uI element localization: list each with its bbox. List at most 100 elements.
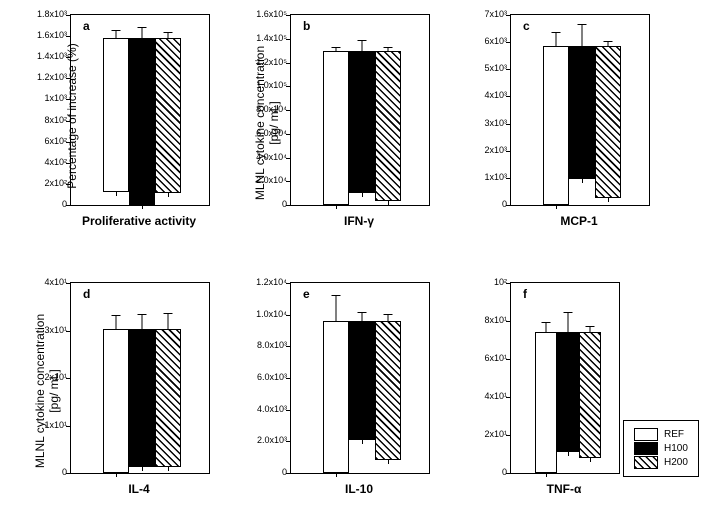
ytick-label: 1.2x10³ — [21, 72, 67, 82]
x-axis-title: IL-10 — [290, 482, 428, 496]
ytick-label: 6x10³ — [461, 36, 507, 46]
legend-label: REF — [664, 429, 684, 440]
panel-label: c — [523, 19, 530, 33]
y-axis-title: Percentage of increase (%) — [65, 16, 79, 216]
chart-area: 02x10²4x10²6x10²8x10²1x10³1.2x10³1.4x10³… — [70, 14, 210, 206]
bar-h200 — [375, 321, 401, 461]
xtick-mark — [388, 201, 389, 205]
ytick-label: 1.8x10³ — [21, 9, 67, 19]
xtick-mark — [568, 452, 569, 456]
error-bar — [388, 314, 389, 322]
legend-label: H100 — [664, 443, 688, 454]
legend-row: H200 — [634, 456, 688, 469]
legend: REF H100 H200 — [623, 420, 699, 477]
bar-group — [323, 51, 401, 205]
ytick-label: 0 — [241, 467, 287, 477]
ytick-label: 1.4x10³ — [21, 51, 67, 61]
xtick-mark — [142, 467, 143, 471]
panel-c: 01x10³2x10³3x10³4x10³5x10³6x10³7x10³cMCP… — [510, 14, 648, 204]
bar-group — [543, 46, 621, 205]
bar-h100 — [349, 51, 375, 193]
xtick-mark — [590, 458, 591, 462]
error-bar — [556, 32, 557, 47]
ytick-label: 6x10¹ — [461, 353, 507, 363]
chart-area: 02x10¹4x10¹6x10¹8x10¹10²f — [510, 282, 620, 474]
x-axis-title: IL-4 — [70, 482, 208, 496]
y-axis-title: MLNL cytokine concentration[pg/ mL] — [253, 23, 281, 223]
ytick-label: 1.2x10⁴ — [241, 277, 287, 287]
error-bar — [142, 314, 143, 330]
error-bar — [590, 326, 591, 334]
ytick-label: 4.0x10³ — [241, 404, 287, 414]
panel-a: 02x10²4x10²6x10²8x10²1x10³1.2x10³1.4x10³… — [70, 14, 208, 204]
error-bar — [116, 30, 117, 40]
ytick-label: 5x10³ — [461, 63, 507, 73]
bar-h100 — [569, 46, 595, 180]
panel-label: b — [303, 19, 310, 33]
ytick-label: 2x10² — [21, 178, 67, 188]
ytick-label: 8x10² — [21, 115, 67, 125]
chart-area: 02.0x10³4.0x10³6.0x10³8.0x10³1.0x10⁴1.2x… — [290, 282, 430, 474]
panel-label: f — [523, 287, 527, 301]
xtick-mark — [388, 460, 389, 464]
xtick-mark — [168, 467, 169, 471]
xtick-mark — [362, 440, 363, 444]
bar-ref — [323, 51, 349, 205]
ytick-label: 8.0x10³ — [241, 340, 287, 350]
ytick-label: 1x10³ — [21, 93, 67, 103]
bar-h100 — [129, 38, 155, 205]
bar-group — [535, 332, 601, 473]
panel-label: e — [303, 287, 310, 301]
legend-swatch — [634, 442, 658, 455]
panel-label: a — [83, 19, 90, 33]
bar-h200 — [595, 46, 621, 199]
error-bar — [142, 27, 143, 40]
error-bar — [336, 47, 337, 52]
ytick-label: 4x10³ — [461, 90, 507, 100]
ytick-label: 0 — [461, 467, 507, 477]
bar-h100 — [129, 329, 155, 467]
ytick-label: 1x10³ — [461, 172, 507, 182]
bar-h100 — [349, 321, 375, 440]
bar-ref — [103, 38, 129, 192]
error-bar — [582, 24, 583, 47]
bar-h200 — [155, 329, 181, 467]
xtick-mark — [142, 205, 143, 209]
ytick-label: 10² — [461, 277, 507, 287]
ytick-label: 0 — [461, 199, 507, 209]
bar-group — [323, 321, 401, 473]
panel-e: 02.0x10³4.0x10³6.0x10³8.0x10³1.0x10⁴1.2x… — [290, 282, 428, 472]
xtick-mark — [168, 193, 169, 197]
panel-b: 02.0x10⁴4.0x10⁴6.0x10⁴8.0x10⁴1.0x10⁵1.2x… — [290, 14, 428, 204]
ytick-label: 4x10¹ — [21, 277, 67, 287]
ytick-label: 2x10³ — [461, 145, 507, 155]
panel-label: d — [83, 287, 90, 301]
ytick-label: 1.0x10⁴ — [241, 309, 287, 319]
bar-ref — [535, 332, 557, 473]
error-bar — [608, 41, 609, 47]
x-axis-title: Proliferative activity — [70, 214, 208, 228]
error-bar — [116, 315, 117, 329]
figure-container: { "layout":{"width":711,"height":514,"bg… — [0, 0, 711, 514]
error-bar — [362, 40, 363, 52]
chart-area: 02.0x10⁴4.0x10⁴6.0x10⁴8.0x10⁴1.0x10⁵1.2x… — [290, 14, 430, 206]
chart-area: 01x10³2x10³3x10³4x10³5x10³6x10³7x10³c — [510, 14, 650, 206]
bar-ref — [323, 321, 349, 473]
ytick-label: 4x10¹ — [461, 391, 507, 401]
ytick-label: 0 — [21, 199, 67, 209]
panel-d: 01x10¹2x10¹3x10¹4x10¹dIL-4MLNL cytokine … — [70, 282, 208, 472]
error-bar — [362, 312, 363, 322]
y-axis-title: MLNL cytokine concentration[pg/ mL] — [33, 291, 61, 491]
chart-area: 01x10¹2x10¹3x10¹4x10¹d — [70, 282, 210, 474]
error-bar — [546, 322, 547, 333]
legend-swatch — [634, 428, 658, 441]
legend-row: H100 — [634, 442, 688, 455]
bar-h200 — [579, 332, 601, 458]
xtick-mark — [546, 473, 547, 477]
error-bar — [168, 313, 169, 330]
xtick-mark — [116, 473, 117, 477]
bar-h200 — [155, 38, 181, 193]
bar-group — [103, 329, 181, 474]
ytick-label: 4x10² — [21, 157, 67, 167]
ytick-label: 1.6x10⁵ — [241, 9, 287, 19]
